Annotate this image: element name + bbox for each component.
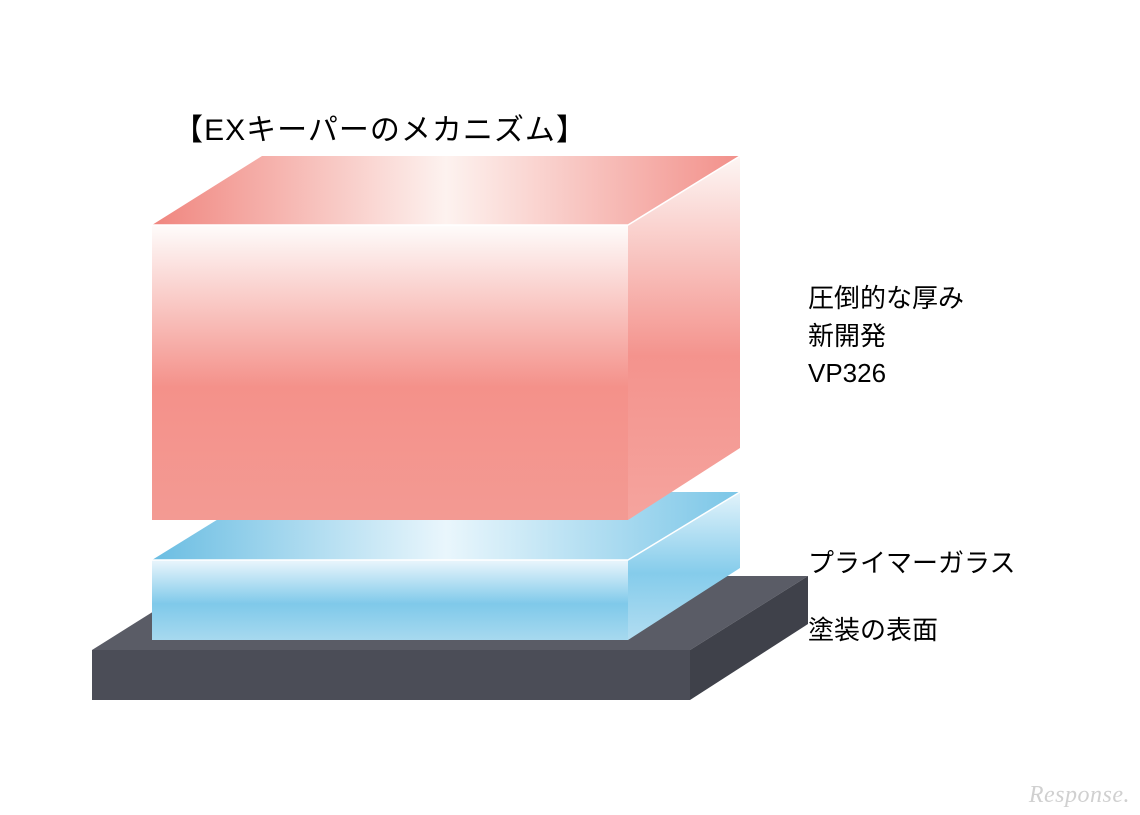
layer-vp326 — [152, 156, 740, 520]
primer-front — [152, 560, 628, 640]
layers-svg — [0, 0, 1140, 815]
label-vp326-line3: VP326 — [808, 355, 964, 393]
label-vp326-line1: 圧倒的な厚み — [808, 280, 964, 318]
label-paint-surface: 塗装の表面 — [808, 612, 938, 650]
watermark: Response. — [1029, 782, 1130, 809]
vp326-front — [152, 225, 628, 520]
label-vp326: 圧倒的な厚み 新開発 VP326 — [808, 280, 964, 393]
label-vp326-line2: 新開発 — [808, 318, 964, 356]
label-primer-glass: プライマーガラス — [808, 545, 1015, 583]
paint-front — [92, 650, 690, 700]
diagram-stage: 【EXキーパーのメカニズム】 — [0, 0, 1140, 815]
